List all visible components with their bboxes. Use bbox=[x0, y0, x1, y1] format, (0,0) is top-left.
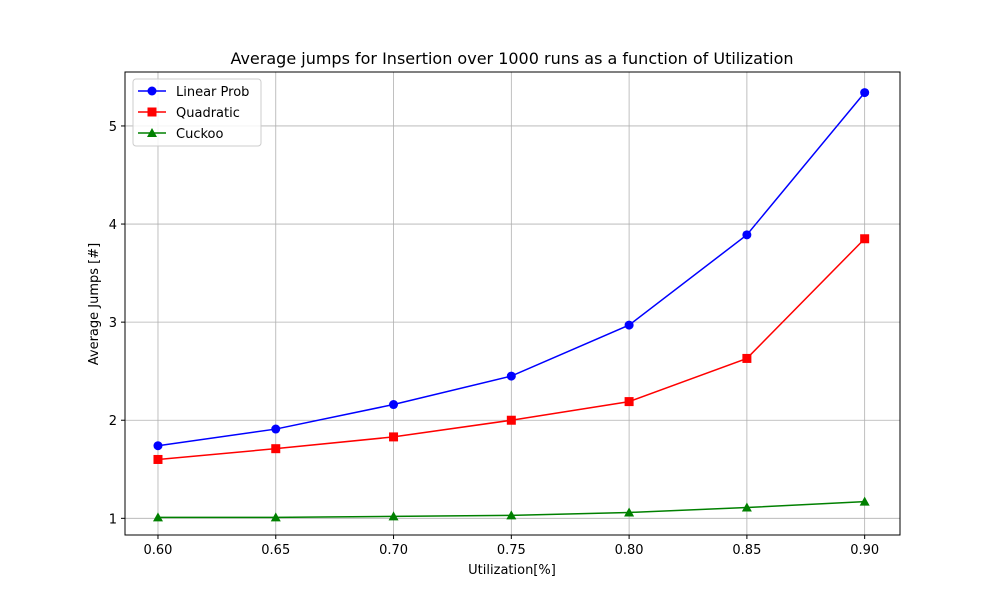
legend-marker bbox=[147, 86, 157, 96]
legend-label: Linear Prob bbox=[176, 85, 249, 100]
data-point-cuckoo bbox=[152, 512, 163, 522]
data-point-quadratic bbox=[624, 397, 634, 407]
data-point-linear-prob bbox=[271, 424, 281, 434]
y-tick-label: 1 bbox=[109, 512, 117, 527]
legend-box bbox=[132, 78, 262, 147]
x-tick-label: 0.85 bbox=[732, 543, 761, 558]
x-axis-label: Utilization[%] bbox=[468, 563, 556, 578]
legend-label: Quadratic bbox=[176, 106, 240, 121]
data-point-linear-prob bbox=[389, 400, 399, 410]
y-tick-label: 4 bbox=[109, 218, 117, 233]
y-tick-label: 3 bbox=[109, 316, 117, 331]
x-tick-label: 0.75 bbox=[497, 543, 526, 558]
y-axis: 1 2 3 4 5 bbox=[109, 120, 125, 527]
x-tick-label: 0.60 bbox=[144, 543, 173, 558]
data-point-cuckoo bbox=[388, 511, 399, 521]
data-point-linear-prob bbox=[506, 371, 516, 381]
data-point-quadratic bbox=[153, 454, 163, 464]
data-point-linear-prob bbox=[153, 441, 163, 451]
y-axis-label: Average Jumps [#] bbox=[87, 243, 102, 365]
data-point-cuckoo bbox=[859, 496, 870, 506]
series-quadratic bbox=[153, 234, 870, 464]
data-point-cuckoo bbox=[506, 510, 517, 520]
x-tick-label: 0.65 bbox=[261, 543, 290, 558]
legend-item-linear-prob: Linear Prob bbox=[138, 85, 249, 100]
series-layer bbox=[152, 88, 870, 522]
legend-label: Cuckoo bbox=[176, 127, 223, 142]
y-tick-label: 5 bbox=[109, 120, 117, 135]
legend: Linear Prob Quadratic Cuckoo bbox=[132, 78, 262, 147]
data-point-quadratic bbox=[271, 444, 281, 454]
data-point-cuckoo bbox=[270, 512, 281, 522]
x-tick-label: 0.90 bbox=[850, 543, 879, 558]
x-tick-label: 0.80 bbox=[615, 543, 644, 558]
data-point-quadratic bbox=[860, 234, 870, 244]
data-point-cuckoo bbox=[741, 502, 752, 512]
legend-item-cuckoo: Cuckoo bbox=[138, 127, 223, 142]
data-point-linear-prob bbox=[742, 230, 752, 240]
data-point-quadratic bbox=[389, 432, 399, 442]
chart-title: Average jumps for Insertion over 1000 ru… bbox=[230, 49, 793, 68]
data-point-linear-prob bbox=[860, 88, 870, 98]
data-point-quadratic bbox=[742, 353, 752, 363]
legend-marker bbox=[147, 128, 157, 137]
x-axis: 0.60 0.65 0.70 0.75 0.80 0.85 0.90 bbox=[144, 535, 879, 558]
data-point-linear-prob bbox=[624, 320, 634, 330]
plot-frame bbox=[124, 71, 901, 536]
legend-marker bbox=[147, 107, 157, 117]
x-tick-label: 0.70 bbox=[379, 543, 408, 558]
series-cuckoo bbox=[152, 496, 870, 522]
series-linear-prob bbox=[153, 88, 870, 451]
data-point-cuckoo bbox=[624, 507, 635, 517]
data-point-quadratic bbox=[506, 415, 516, 425]
legend-item-quadratic: Quadratic bbox=[138, 106, 240, 121]
y-tick-label: 2 bbox=[109, 414, 117, 429]
